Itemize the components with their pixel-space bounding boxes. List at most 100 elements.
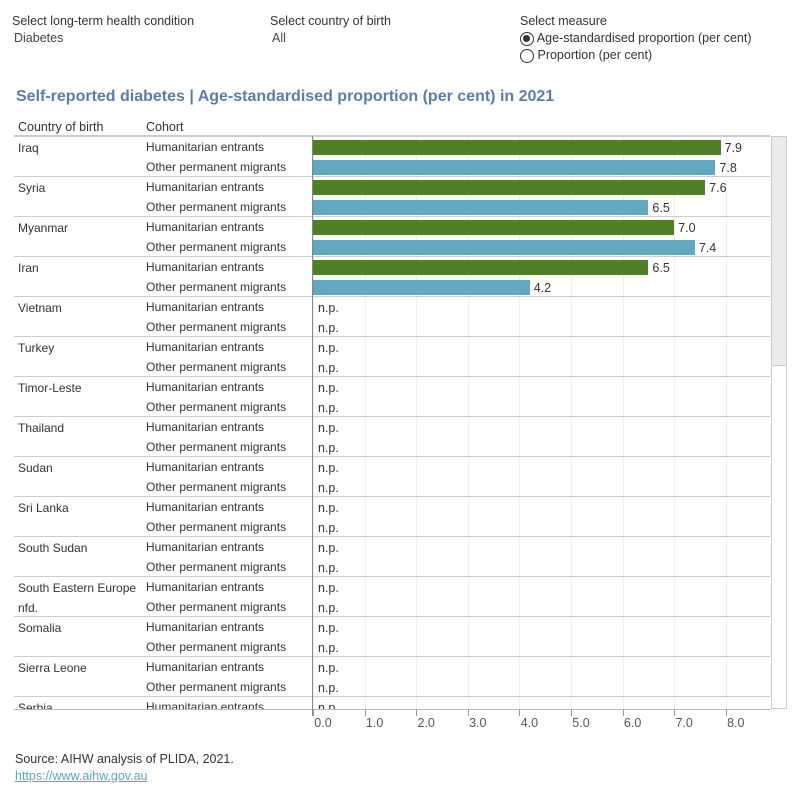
header-divider bbox=[14, 135, 770, 136]
not-published-label: n.p. bbox=[318, 341, 339, 355]
cohort-label: Humanitarian entrants bbox=[146, 300, 265, 314]
country-group: Sri Lanka Humanitarian entrants n.p. Other … bbox=[14, 496, 770, 536]
not-published-label: n.p. bbox=[318, 381, 339, 395]
x-tick bbox=[725, 710, 727, 716]
bar[interactable] bbox=[313, 180, 706, 195]
header-cohort: Cohort bbox=[146, 120, 184, 134]
country-group: Thailand Humanitarian entrants n.p. Other p… bbox=[14, 416, 770, 456]
country-group: Vietnam Humanitarian entrants n.p. Other pe… bbox=[14, 296, 770, 336]
not-published-label: n.p. bbox=[318, 621, 339, 635]
not-published-label: n.p. bbox=[318, 421, 339, 435]
zero-axis bbox=[312, 136, 313, 716]
country-label: Somalia bbox=[18, 621, 62, 635]
cohort-label: Humanitarian entrants bbox=[146, 700, 265, 710]
measure-option-proportion[interactable]: Proportion (per cent) bbox=[520, 48, 652, 63]
bar[interactable] bbox=[313, 140, 721, 155]
x-tick bbox=[519, 710, 521, 716]
country-label: South Sudan bbox=[18, 541, 88, 555]
country-group: Iran Humanitarian entrants 6.5 Other perman… bbox=[14, 256, 770, 296]
country-label: Turkey bbox=[18, 341, 55, 355]
cohort-label: Humanitarian entrants bbox=[146, 140, 265, 154]
bar-value-label: 7.4 bbox=[698, 241, 717, 255]
gridline bbox=[416, 136, 418, 709]
x-tick-label: 8.0 bbox=[727, 716, 745, 730]
chart-body: Iraq Humanitarian entrants 7.9 Other perman… bbox=[14, 136, 770, 710]
cohort-label: Other permanent migrants bbox=[146, 320, 287, 334]
cohort-label: Other permanent migrants bbox=[146, 680, 287, 694]
bar[interactable] bbox=[313, 160, 716, 175]
chart-title: Self-reported diabetes | Age-standardise… bbox=[16, 88, 555, 105]
bar-value-label: 4.2 bbox=[533, 281, 552, 295]
bar[interactable] bbox=[313, 280, 530, 295]
not-published-label: n.p. bbox=[318, 681, 339, 695]
x-tick-label: 5.0 bbox=[572, 716, 590, 730]
not-published-label: n.p. bbox=[318, 701, 339, 710]
country-group: Sudan Humanitarian entrants n.p. Other perm… bbox=[14, 456, 770, 496]
country-filter-label: Select country of birth bbox=[270, 14, 391, 28]
not-published-label: n.p. bbox=[318, 301, 339, 315]
country-label: Syria bbox=[18, 181, 46, 195]
cohort-label: Other permanent migrants bbox=[146, 160, 287, 174]
bar[interactable] bbox=[313, 200, 649, 215]
not-published-label: n.p. bbox=[318, 441, 339, 455]
header-country: Country of birth bbox=[18, 120, 104, 134]
x-tick bbox=[467, 710, 469, 716]
cohort-label: Humanitarian entrants bbox=[146, 500, 265, 514]
scrollbar-thumb[interactable] bbox=[772, 137, 786, 366]
aihw-link[interactable]: https://www.aihw.gov.au bbox=[15, 769, 148, 783]
radio-selected-icon[interactable] bbox=[520, 31, 534, 46]
cohort-label: Other permanent migrants bbox=[146, 360, 287, 374]
cohort-label: Humanitarian entrants bbox=[146, 380, 265, 394]
not-published-label: n.p. bbox=[318, 601, 339, 615]
bar[interactable] bbox=[313, 220, 675, 235]
cohort-label: Other permanent migrants bbox=[146, 520, 287, 534]
country-label: Iran bbox=[18, 261, 39, 275]
country-label: Serbia bbox=[18, 701, 53, 710]
country-group: Myanmar Humanitarian entrants 7.0 Other per… bbox=[14, 216, 770, 256]
bar[interactable] bbox=[313, 240, 695, 255]
country-group: South Eastern Europe nfd. Humanitarian en… bbox=[14, 576, 770, 616]
bar-value-label: 7.8 bbox=[719, 161, 737, 175]
gridline bbox=[364, 136, 366, 709]
scrollbar[interactable] bbox=[771, 136, 787, 709]
x-tick-label: 6.0 bbox=[623, 716, 642, 730]
cohort-label: Humanitarian entrants bbox=[146, 580, 265, 594]
country-label: South Eastern Europe nfd. bbox=[18, 581, 137, 615]
radio-unselected-icon[interactable] bbox=[520, 48, 534, 63]
cohort-label: Humanitarian entrants bbox=[146, 660, 265, 674]
bar-value-label: 6.5 bbox=[652, 201, 670, 215]
cohort-label: Other permanent migrants bbox=[146, 400, 287, 414]
not-published-label: n.p. bbox=[318, 321, 339, 335]
country-group: Sierra Leone Humanitarian entrants n.p. Oth… bbox=[14, 656, 770, 696]
country-group: Somalia Humanitarian entrants n.p. Other pe… bbox=[14, 616, 770, 656]
not-published-label: n.p. bbox=[318, 461, 339, 475]
not-published-label: n.p. bbox=[318, 661, 339, 675]
cohort-label: Humanitarian entrants bbox=[146, 260, 265, 274]
measure-option-age-standardised[interactable]: Age-standardised proportion (per cent) bbox=[520, 31, 752, 46]
cohort-label: Other permanent migrants bbox=[146, 480, 287, 494]
cohort-label: Humanitarian entrants bbox=[146, 460, 265, 474]
measure-filter-label: Select measure bbox=[520, 14, 607, 28]
x-tick bbox=[313, 710, 314, 716]
x-tick bbox=[364, 710, 366, 716]
cohort-label: Other permanent migrants bbox=[146, 440, 287, 454]
cohort-label: Other permanent migrants bbox=[146, 600, 287, 614]
condition-filter-dropdown[interactable]: Diabetes bbox=[14, 31, 64, 45]
x-tick-label: 4.0 bbox=[520, 716, 539, 730]
bar-value-label: 6.5 bbox=[652, 261, 670, 275]
source-note: Source: AIHW analysis of PLIDA, 2021. bbox=[15, 752, 234, 766]
x-tick bbox=[571, 710, 572, 716]
cohort-label: Other permanent migrants bbox=[146, 200, 287, 214]
gridline bbox=[674, 136, 676, 709]
bar-value-label: 7.9 bbox=[724, 141, 743, 155]
bar-value-label: 7.6 bbox=[709, 181, 727, 195]
country-group: Syria Humanitarian entrants 7.6 Other perma… bbox=[14, 176, 770, 216]
cohort-label: Other permanent migrants bbox=[146, 280, 287, 294]
country-label: Thailand bbox=[18, 421, 65, 435]
gridline bbox=[725, 136, 727, 709]
country-group: Iraq Humanitarian entrants 7.9 Other perman… bbox=[14, 136, 770, 176]
country-filter-dropdown[interactable]: All bbox=[272, 31, 286, 45]
x-tick bbox=[416, 710, 418, 716]
not-published-label: n.p. bbox=[318, 641, 339, 655]
bar[interactable] bbox=[313, 260, 649, 275]
